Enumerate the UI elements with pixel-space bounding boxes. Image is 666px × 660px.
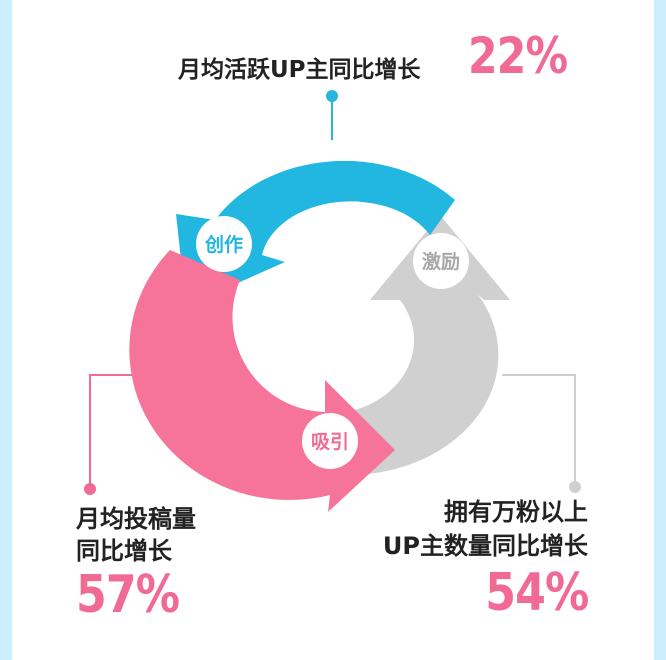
left-callout-label: 月均投稿量 同比增长 bbox=[76, 503, 196, 567]
stage-label-incentive: 激励 bbox=[422, 250, 460, 273]
segment-pink bbox=[129, 250, 396, 512]
left-callout-line1: 月均投稿量 bbox=[76, 505, 196, 533]
badge-attract bbox=[302, 413, 358, 469]
badge-incentive bbox=[413, 233, 469, 289]
badge-create bbox=[196, 216, 252, 272]
top-callout-label: 月均活跃UP主同比增长 bbox=[178, 57, 421, 83]
top-callout-value: 22% bbox=[468, 27, 568, 85]
left-callout-value: 57% bbox=[76, 565, 180, 625]
right-callout-line2: UP主数量同比增长 bbox=[382, 532, 588, 560]
right-callout-line1: 拥有万粉以上 bbox=[444, 498, 588, 526]
right-callout-value: 54% bbox=[484, 563, 589, 623]
right-callout-label: 拥有万粉以上 UP主数量同比增长 bbox=[383, 495, 588, 563]
top-connector bbox=[326, 90, 338, 140]
segment-blue bbox=[176, 160, 455, 306]
left-callout-line2: 同比增长 bbox=[76, 537, 172, 565]
stage-label-create: 创作 bbox=[204, 233, 243, 256]
right-connector bbox=[502, 374, 581, 493]
segment-grey bbox=[352, 215, 510, 475]
stage-label-attract: 吸引 bbox=[311, 431, 349, 453]
